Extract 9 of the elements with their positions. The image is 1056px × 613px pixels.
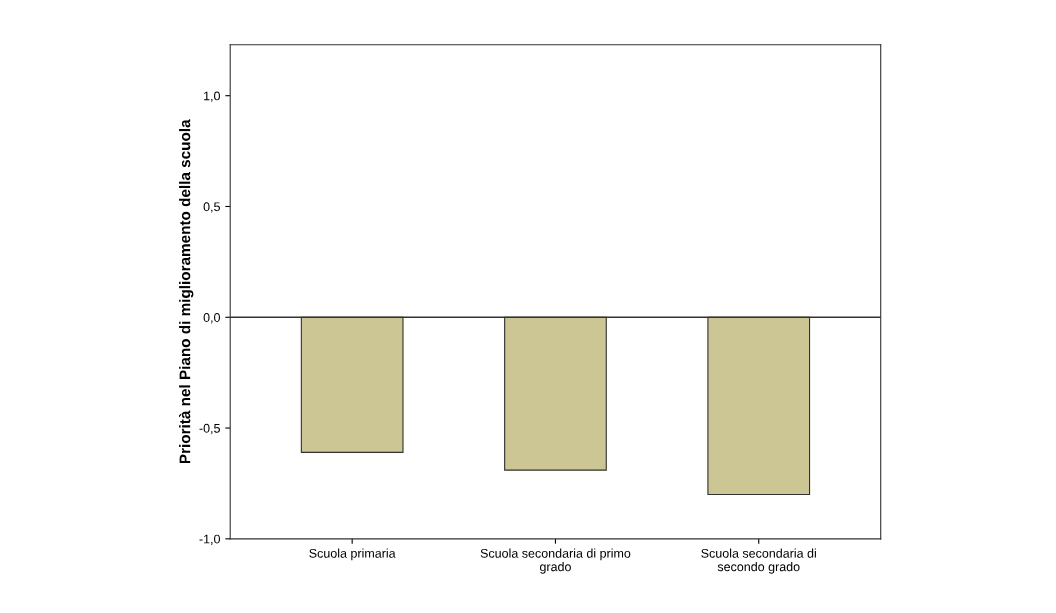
y-tick-label: -0,5: [199, 423, 220, 435]
x-tick-label: Scuola secondaria di primo grado: [480, 548, 631, 574]
y-tick-label: 0,5: [203, 202, 220, 213]
y-tick-label: 0,0: [203, 313, 220, 324]
y-tick-label: 1,0: [204, 91, 220, 102]
y-tick-label: -1,0: [199, 534, 220, 545]
x-tick-label: Scuola secondaria di secondo grado: [701, 548, 816, 574]
y-axis-title: Priorità nel Piano di miglioramento della scuola: [178, 119, 194, 464]
x-tick-label: Scuola primaria: [309, 548, 396, 561]
